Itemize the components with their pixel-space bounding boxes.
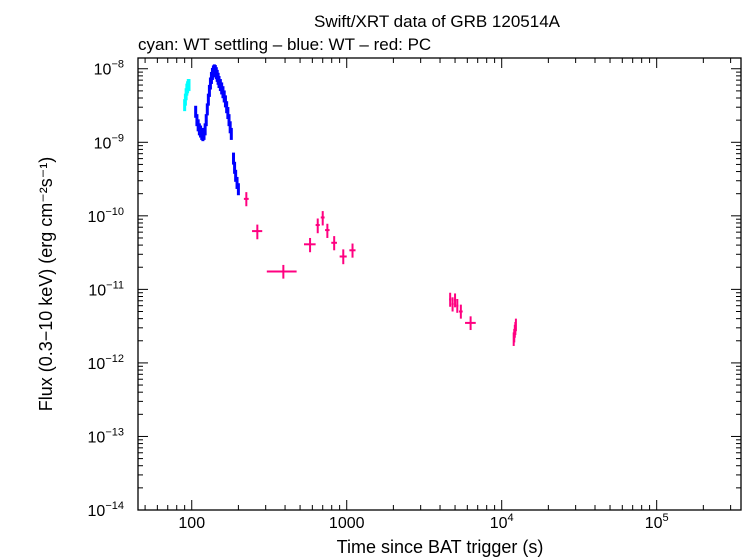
- wt-data-point: [233, 161, 237, 174]
- y-tick-label: 10−8: [94, 59, 124, 79]
- pc-data-point: [315, 218, 320, 234]
- pc-data-point: [320, 211, 325, 226]
- pc-data-point: [266, 264, 297, 279]
- y-axis-label: Flux (0.3−10 keV) (erg cm⁻²s⁻¹): [36, 157, 56, 412]
- wt-data-point: [235, 176, 239, 189]
- y-tick-label: 10−13: [88, 426, 124, 446]
- wt-data-point: [203, 123, 207, 136]
- chart-subtitle: cyan: WT settling – blue: WT – red: PC: [138, 35, 431, 54]
- pc-data-point: [453, 293, 457, 308]
- y-tick-label: 10−10: [88, 206, 124, 226]
- pc-data-point: [451, 297, 454, 312]
- x-tick-label: 104: [490, 512, 514, 532]
- wt-data-point: [207, 84, 211, 97]
- y-tick-label: 10−11: [88, 279, 124, 299]
- pc-data-point: [243, 192, 249, 207]
- wt-data-point: [226, 107, 230, 120]
- wt-settling-data-point: [187, 79, 191, 92]
- pc-data-point: [331, 236, 337, 251]
- wt-data-point: [206, 93, 210, 106]
- chart-title: Swift/XRT data of GRB 120514A: [314, 12, 561, 31]
- pc-data-point: [252, 224, 263, 240]
- x-axis-label: Time since BAT trigger (s): [337, 537, 544, 557]
- wt-data-point: [236, 183, 240, 196]
- wt-data-point: [228, 121, 232, 134]
- y-tick-label: 10−12: [88, 353, 124, 373]
- wt-data-point: [204, 114, 208, 127]
- x-tick-label: 105: [645, 512, 669, 532]
- plot-frame: [137, 57, 742, 511]
- axis-ticks: [138, 58, 741, 511]
- pc-data-point: [339, 249, 347, 265]
- x-tick-label: 100: [178, 515, 205, 532]
- wt-data-point: [232, 152, 236, 165]
- y-tick-label: 10−14: [88, 500, 124, 520]
- pc-data-point: [514, 318, 517, 332]
- pc-data-point: [325, 223, 330, 238]
- pc-data-point: [456, 298, 459, 313]
- x-tick-labels: 100 1000 104 105: [178, 512, 668, 532]
- pc-data-point: [465, 316, 476, 331]
- pc-data-point: [458, 304, 463, 319]
- wt-data-point: [194, 105, 198, 118]
- x-tick-label: 1000: [329, 515, 365, 532]
- pc-data-point: [449, 292, 452, 307]
- wt-data-point: [227, 114, 231, 127]
- pc-data-point: [303, 237, 316, 253]
- data-marks: [183, 64, 517, 346]
- y-tick-label: 10−9: [94, 132, 124, 152]
- wt-data-point: [234, 169, 238, 182]
- wt-data-point: [205, 103, 209, 116]
- pc-data-point: [349, 243, 356, 258]
- wt-data-point: [229, 127, 233, 140]
- y-tick-labels: 10−8 10−9 10−10 10−11 10−12 10−13 10−14: [88, 59, 124, 520]
